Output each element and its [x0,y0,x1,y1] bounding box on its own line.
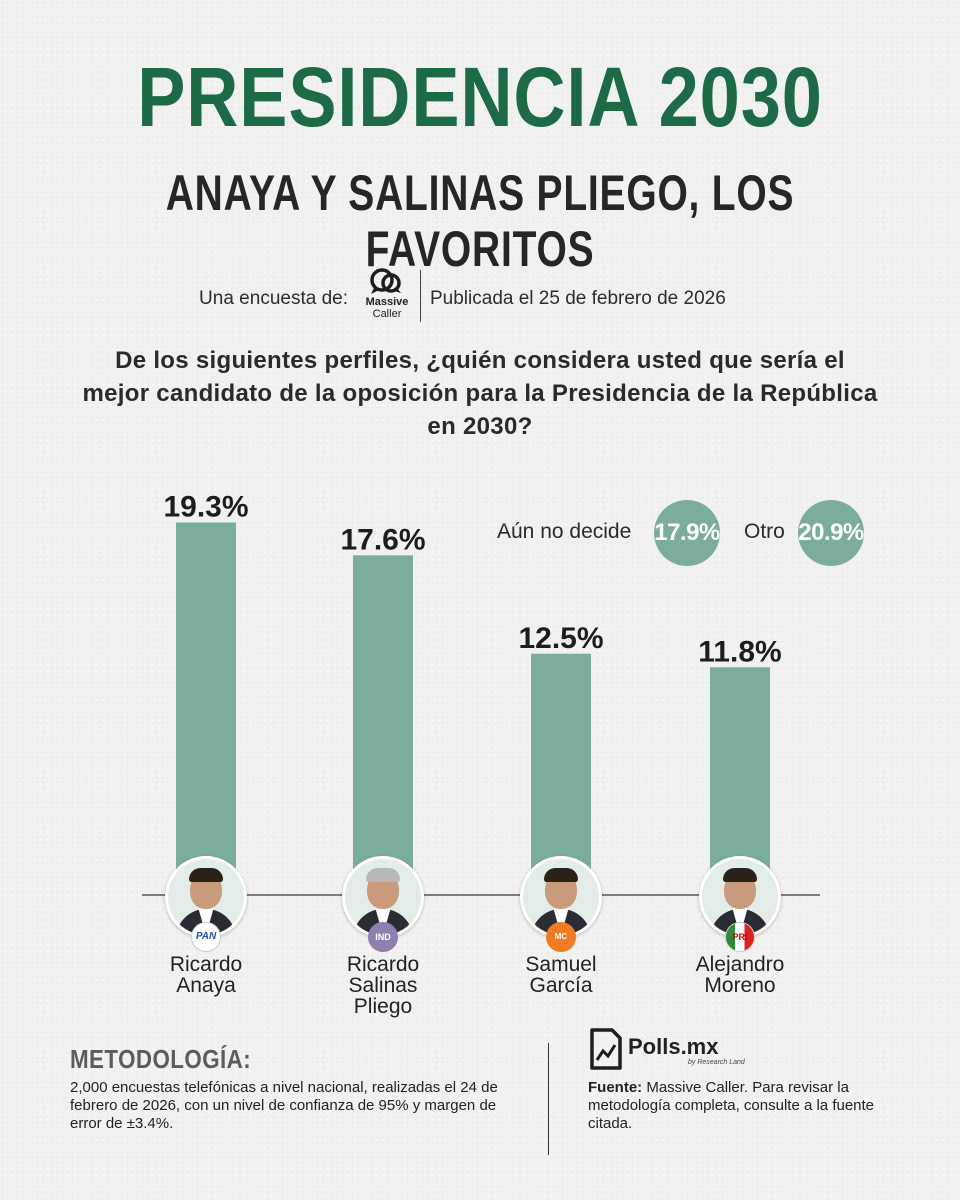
bar-2 [353,555,413,895]
bar-value-label-2: 17.6% [340,523,425,556]
page-title: PRESIDENCIA 2030 [137,50,823,144]
logo-text-caller: Caller [372,308,402,320]
other-label: Otro [744,520,785,543]
undecided-label: Aún no decide [497,520,632,543]
source-note: Fuente: Massive Caller. Para revisar la … [588,1079,898,1133]
candidate-moreno: PRI Alejandro Moreno [655,856,825,996]
source-intro: Una encuesta de: [199,288,348,309]
bar-value-label-3: 12.5% [518,622,603,655]
party-badge: MC [546,922,576,952]
massive-caller-logo: Massive Caller [358,268,416,324]
undecided-value-badge: 17.9% [654,500,720,566]
methodology-title: METODOLOGÍA: [70,1044,252,1074]
party-badge: IND [368,922,398,952]
methodology-text: 2,000 encuestas telefónicas a nivel naci… [70,1079,498,1132]
other-value-badge: 20.9% [798,500,864,566]
chart-document-icon [590,1028,622,1070]
logo-text-massive: Massive [365,296,409,308]
source-note-label: Fuente: [588,1079,643,1096]
candidate-name: Samuel García [525,953,597,997]
candidate-anaya: PAN Ricardo Anaya [121,856,291,996]
avatar [699,856,781,938]
bar-value-label-1: 19.3% [163,491,248,524]
candidate-name: Ricardo Anaya [169,953,243,997]
party-badge: PRI [725,922,755,952]
speech-bubbles-icon [370,268,401,294]
bar-1 [176,522,236,895]
source-note-text: Massive Caller. Para revisar la metodolo… [588,1079,875,1132]
source-line: Una encuesta de: Massive Caller Publicad… [0,268,960,324]
polls-mx-tagline: by Research Land [688,1059,745,1066]
source-divider [420,270,421,322]
candidate-salinas-pliego: IND Ricardo Salinas Pliego [298,856,468,1017]
candidate-name: Alejandro Moreno [695,953,785,997]
polls-mx-brand: Polls.mx [628,1034,719,1059]
candidate-garcia: MC Samuel García [476,856,646,996]
footer-divider [548,1043,549,1155]
party-badge: PAN [191,922,221,952]
candidate-name: Ricardo Salinas Pliego [346,953,420,1018]
survey-question: De los siguientes perfiles, ¿quién consi… [82,347,878,440]
published-date: Publicada el 25 de febrero de 2026 [430,288,726,309]
bar-value-label-4: 11.8% [698,635,781,668]
polls-mx-logo: Polls.mx by Research Land [588,1026,788,1076]
page-subtitle: ANAYA Y SALINAS PLIEGO, LOS FAVORITOS [165,165,795,277]
